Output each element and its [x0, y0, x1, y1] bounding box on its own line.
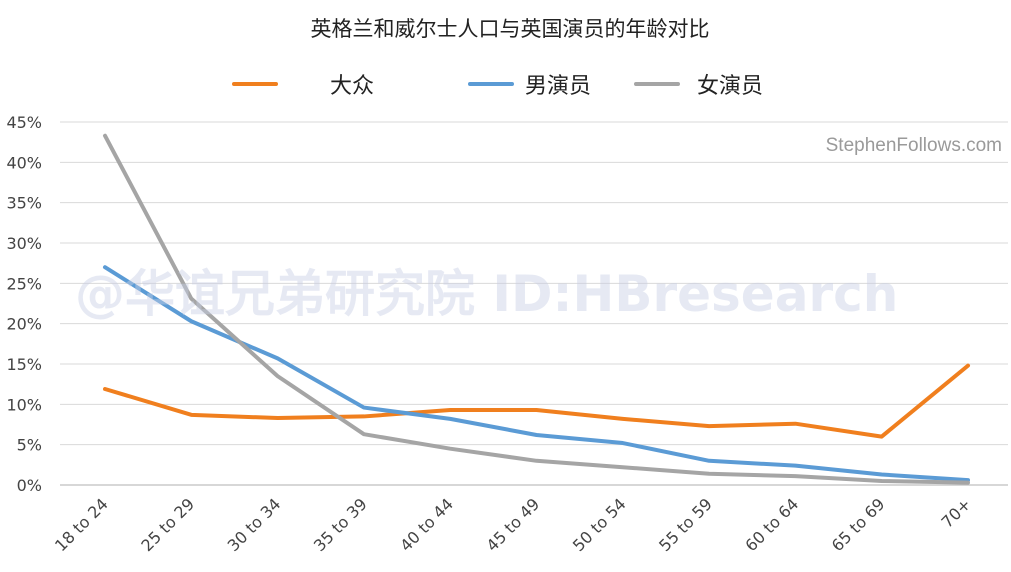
data-point	[189, 297, 193, 301]
x-tick-label: 60 to 64	[741, 494, 802, 555]
data-point	[535, 459, 538, 463]
data-point	[103, 265, 107, 269]
x-tick-label: 30 to 34	[224, 494, 285, 555]
grid-lines	[60, 121, 1008, 486]
series-line-0	[103, 363, 970, 439]
x-tick-label: 35 to 39	[310, 494, 371, 555]
data-point	[362, 414, 366, 418]
data-point	[103, 387, 107, 391]
data-point	[621, 417, 625, 421]
chart-title: 英格兰和威尔士人口与英国演员的年龄对比	[311, 17, 710, 41]
y-tick-label: 45%	[6, 113, 42, 132]
y-tick-label: 35%	[6, 194, 42, 213]
data-point	[276, 416, 280, 420]
data-point	[707, 472, 711, 476]
data-point	[621, 441, 625, 445]
y-tick-label: 5%	[17, 436, 42, 455]
x-tick-label: 70+	[938, 494, 975, 531]
data-point	[189, 413, 193, 417]
y-tick-label: 0%	[17, 476, 42, 495]
legend-label: 女演员	[697, 74, 763, 99]
data-point	[362, 406, 366, 410]
x-tick-label: 25 to 29	[137, 494, 198, 555]
data-point	[448, 417, 452, 421]
data-point	[103, 134, 107, 138]
data-point	[707, 424, 711, 428]
data-point	[621, 465, 625, 469]
x-tick-label: 45 to 49	[483, 494, 544, 555]
data-point	[707, 459, 711, 463]
series-lines	[103, 133, 970, 485]
y-tick-label: 15%	[6, 355, 42, 374]
y-tick-label: 40%	[6, 153, 42, 172]
x-axis-ticks: 18 to 24 25 to 29 30 to 34 35 to 39 40 to 44…	[51, 494, 975, 555]
data-point	[793, 464, 797, 468]
data-point	[880, 435, 884, 439]
data-point	[535, 433, 538, 437]
x-tick-label: 40 to 44	[396, 494, 457, 555]
data-point	[535, 408, 538, 412]
y-tick-label: 25%	[6, 274, 42, 293]
data-point	[276, 356, 280, 360]
data-point	[880, 473, 884, 477]
legend-label: 男演员	[525, 74, 591, 99]
legend: 大众 男演员 女演员	[232, 74, 763, 99]
data-point	[276, 374, 280, 378]
x-tick-label: 50 to 54	[569, 494, 630, 555]
x-tick-label: 18 to 24	[51, 494, 112, 555]
data-point	[189, 319, 193, 323]
data-point	[793, 422, 797, 426]
y-axis-ticks: 0% 5% 10% 15% 20% 25% 30% 35% 40% 45%	[6, 113, 42, 495]
watermark-text: @华谊兄弟研究院 ID:HBresearch	[75, 265, 898, 323]
data-point	[362, 432, 366, 436]
data-point	[448, 447, 452, 451]
y-tick-label: 30%	[6, 234, 42, 253]
data-point	[966, 364, 970, 368]
legend-label: 大众	[330, 74, 374, 99]
x-tick-label: 55 to 59	[655, 494, 716, 555]
y-tick-label: 20%	[6, 315, 42, 334]
credit-text: StephenFollows.com	[826, 135, 1002, 156]
data-point	[793, 474, 797, 478]
data-point	[966, 481, 970, 485]
data-point	[448, 408, 452, 412]
y-tick-label: 10%	[6, 395, 42, 414]
data-point	[880, 479, 884, 483]
x-tick-label: 65 to 69	[828, 494, 889, 555]
